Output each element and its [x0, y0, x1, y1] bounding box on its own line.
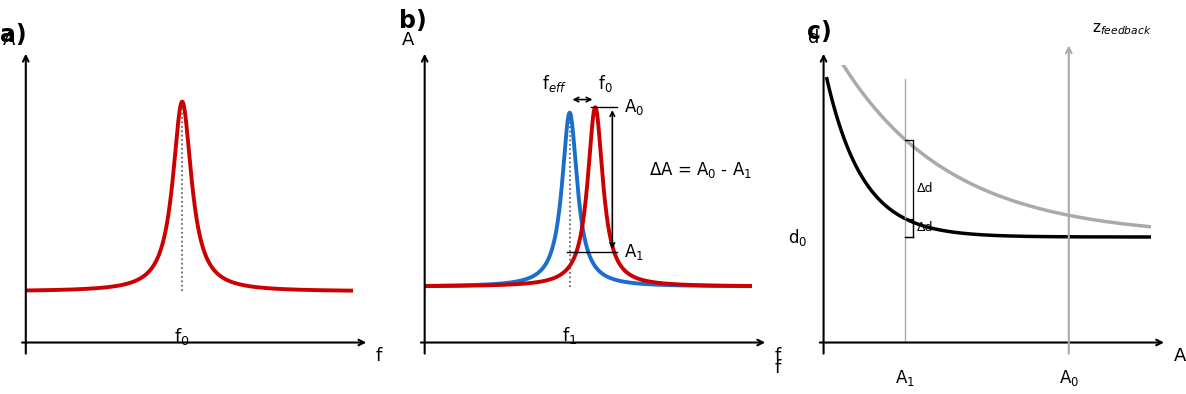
Text: f$_0$: f$_0$ [174, 326, 190, 347]
Text: b): b) [398, 9, 426, 33]
Text: f: f [774, 359, 780, 377]
Text: A$_1$: A$_1$ [624, 242, 644, 262]
Text: f$_{eff}$: f$_{eff}$ [542, 73, 567, 94]
Text: A: A [1173, 348, 1186, 365]
Text: f: f [774, 348, 780, 365]
Text: ΔA = A$_0$ - A$_1$: ΔA = A$_0$ - A$_1$ [649, 160, 752, 180]
Text: Δd: Δd [917, 182, 933, 195]
Text: A: A [4, 32, 15, 49]
Text: d$_0$: d$_0$ [788, 227, 808, 247]
Text: d: d [808, 29, 820, 46]
Text: A$_1$: A$_1$ [895, 368, 916, 388]
Text: f: f [376, 348, 382, 365]
Text: a): a) [0, 23, 26, 47]
Text: f$_0$: f$_0$ [598, 73, 613, 94]
Text: A$_0$: A$_0$ [1059, 368, 1079, 388]
Text: z$_{feedback}$: z$_{feedback}$ [1091, 21, 1152, 37]
Text: A$_0$: A$_0$ [624, 97, 644, 117]
Text: A: A [402, 32, 415, 49]
Text: c): c) [808, 20, 831, 45]
Text: Δd: Δd [917, 221, 933, 234]
Text: f$_1$: f$_1$ [562, 325, 578, 346]
